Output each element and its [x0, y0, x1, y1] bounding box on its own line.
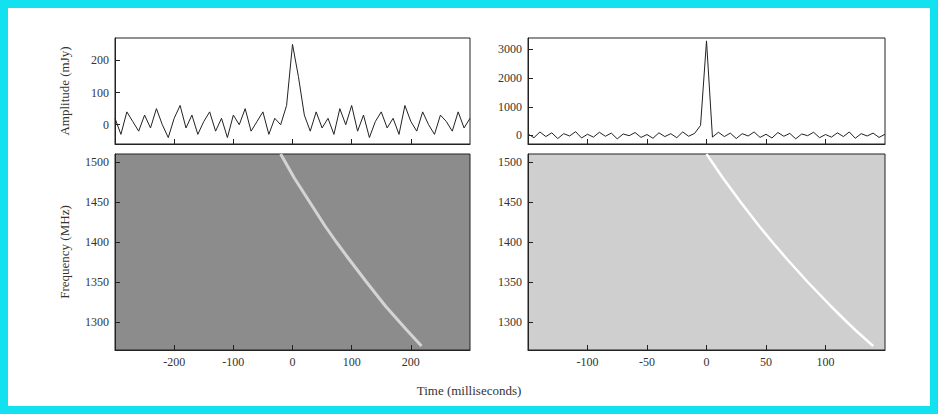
svg-text:Time (milliseconds): Time (milliseconds) — [417, 383, 522, 398]
svg-text:100: 100 — [817, 355, 835, 369]
svg-text:0: 0 — [704, 355, 710, 369]
svg-text:1300: 1300 — [498, 315, 522, 329]
svg-text:200: 200 — [402, 355, 420, 369]
svg-text:1350: 1350 — [85, 275, 109, 289]
svg-text:0: 0 — [516, 128, 522, 142]
svg-text:-100: -100 — [222, 355, 244, 369]
svg-text:2000: 2000 — [498, 71, 522, 85]
svg-text:200: 200 — [91, 53, 109, 67]
svg-text:-50: -50 — [639, 355, 655, 369]
svg-text:50: 50 — [760, 355, 772, 369]
svg-text:Frequency (MHz): Frequency (MHz) — [57, 205, 72, 299]
svg-text:3000: 3000 — [498, 42, 522, 56]
svg-text:1450: 1450 — [85, 195, 109, 209]
svg-text:1000: 1000 — [498, 100, 522, 114]
svg-text:0: 0 — [103, 118, 109, 132]
svg-text:100: 100 — [343, 355, 361, 369]
svg-text:-100: -100 — [577, 355, 599, 369]
svg-text:-200: -200 — [163, 355, 185, 369]
svg-text:Amplitude (mJy): Amplitude (mJy) — [57, 46, 72, 135]
svg-text:0: 0 — [290, 355, 296, 369]
svg-text:1450: 1450 — [498, 195, 522, 209]
svg-text:1350: 1350 — [498, 275, 522, 289]
svg-text:1300: 1300 — [85, 315, 109, 329]
svg-text:1500: 1500 — [85, 155, 109, 169]
svg-text:1400: 1400 — [498, 235, 522, 249]
svg-text:100: 100 — [91, 86, 109, 100]
svg-text:1400: 1400 — [85, 235, 109, 249]
svg-text:1500: 1500 — [498, 155, 522, 169]
